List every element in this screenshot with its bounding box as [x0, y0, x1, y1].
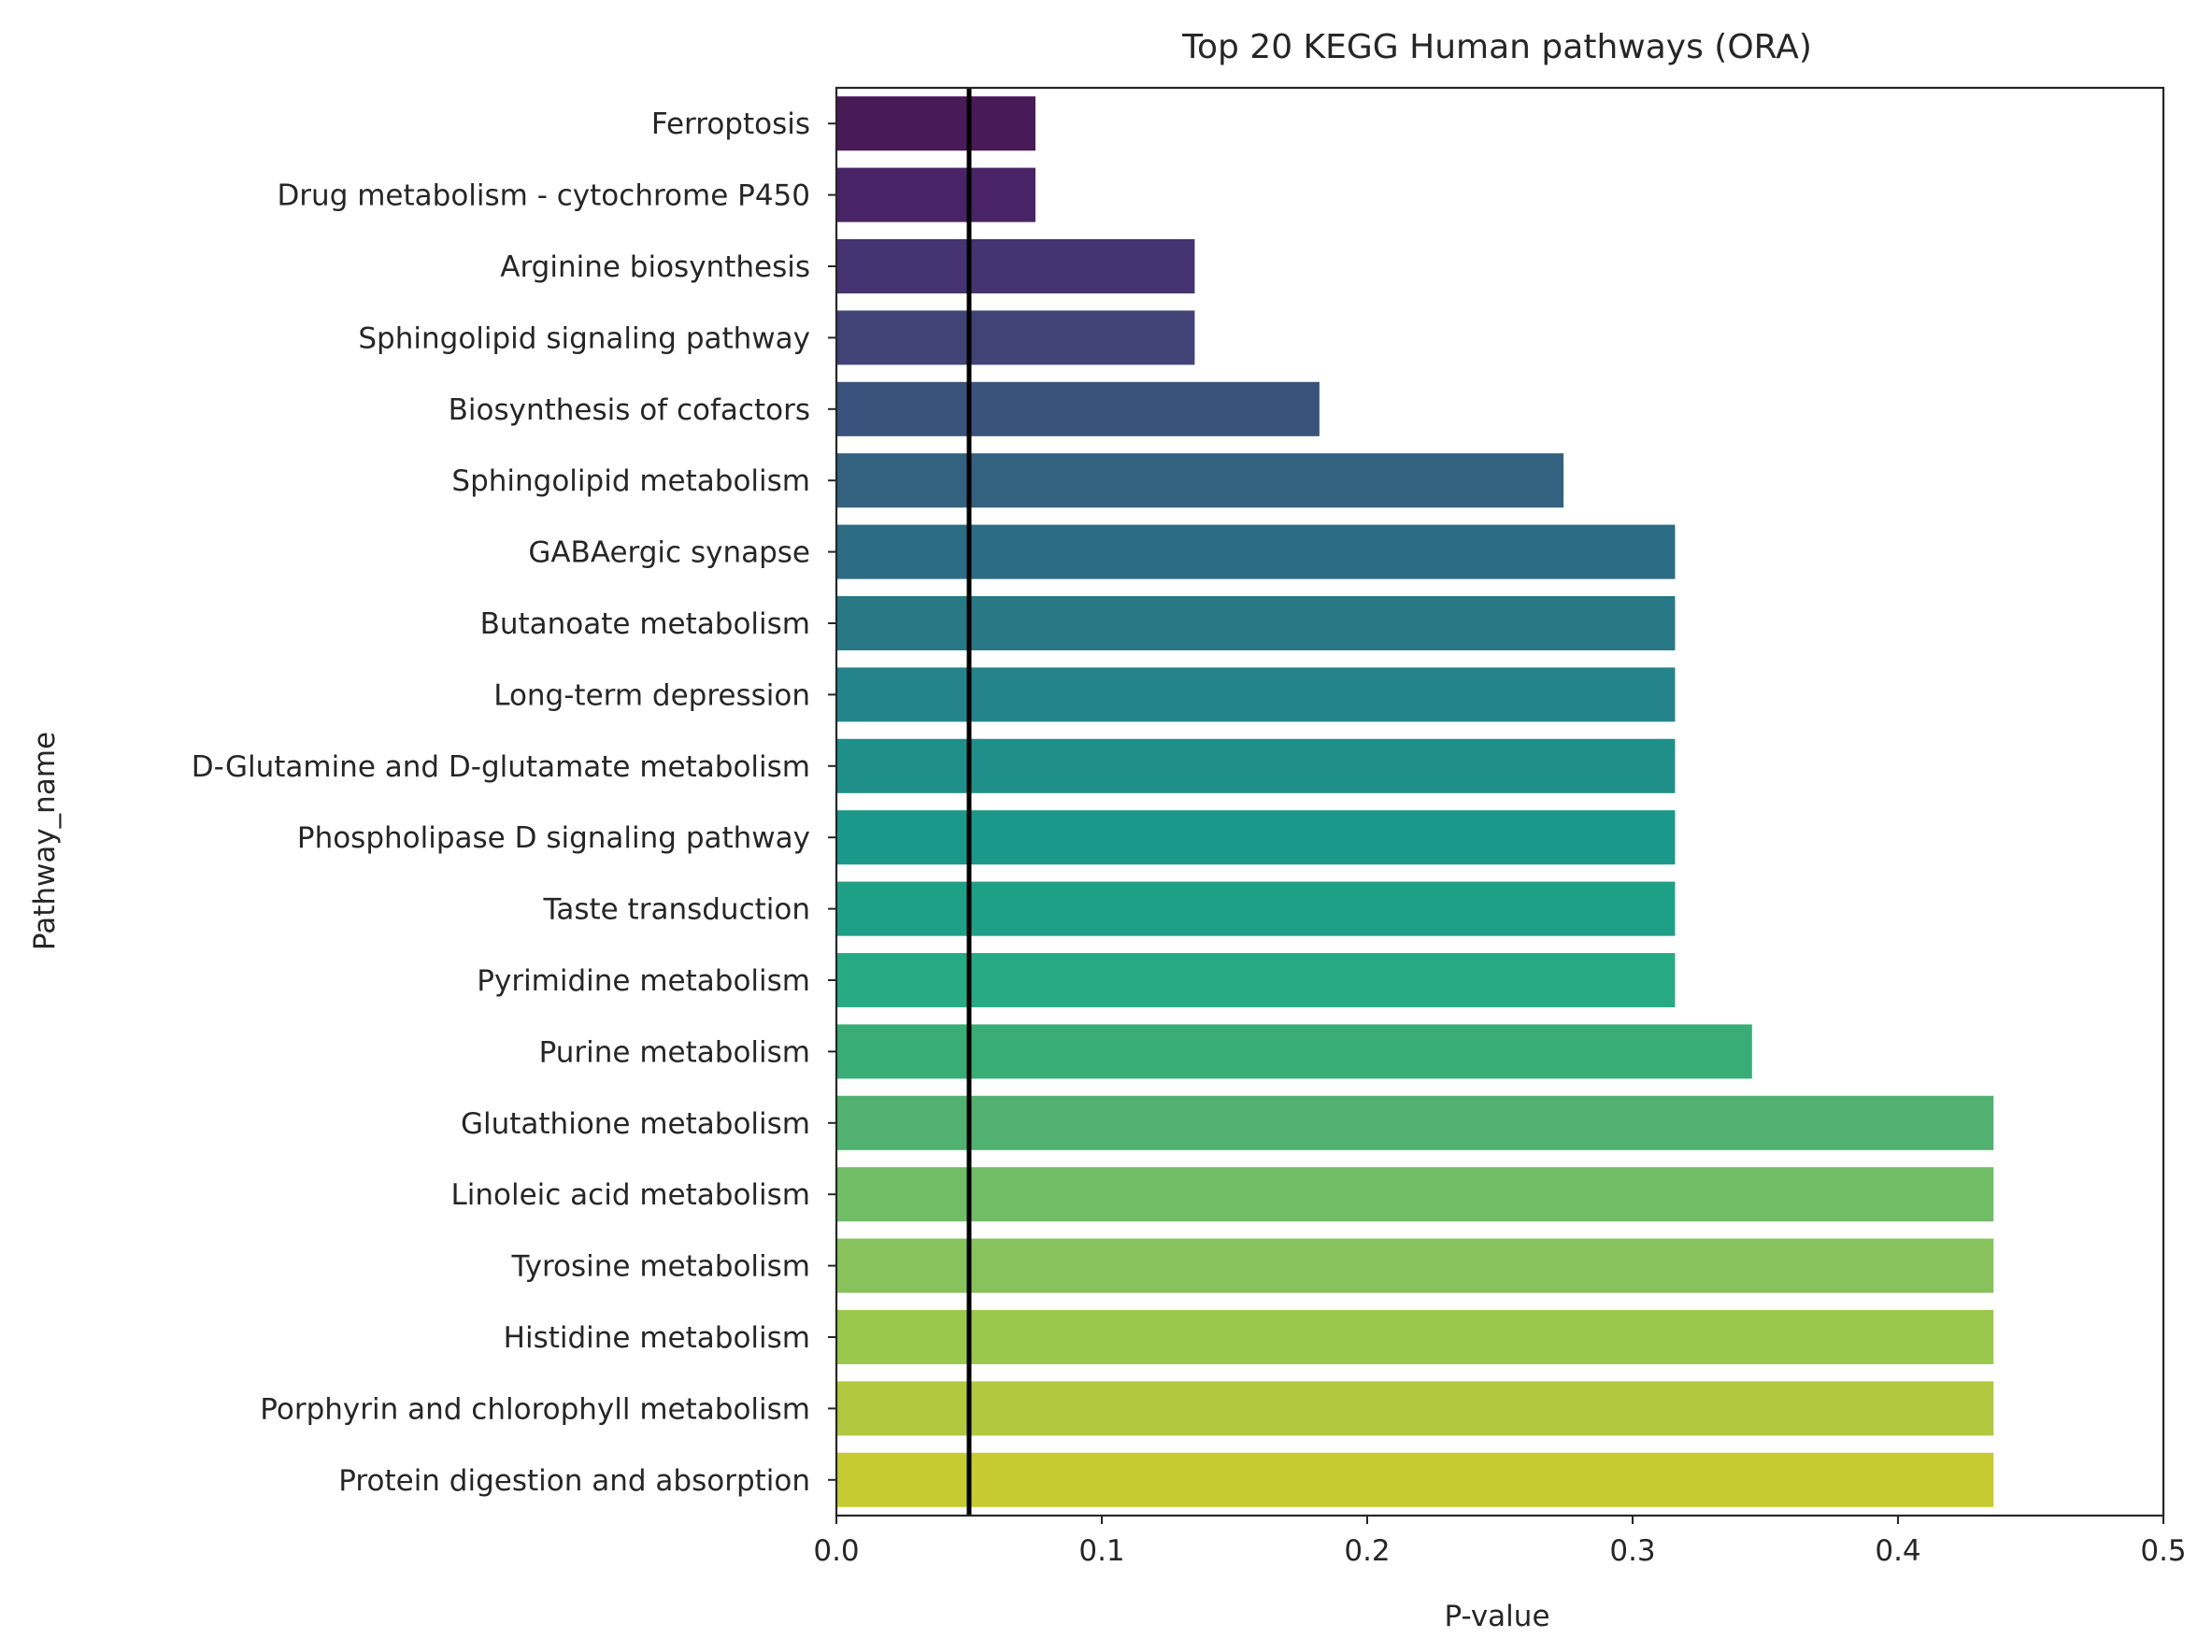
- y-tick-label: Purine metabolism: [539, 1035, 810, 1069]
- x-tick-label: 0.5: [2140, 1534, 2186, 1568]
- bar: [836, 1238, 1994, 1293]
- bar: [836, 453, 1564, 508]
- bar: [836, 1452, 1994, 1507]
- y-tick-label: Butanoate metabolism: [480, 607, 810, 641]
- bar: [836, 595, 1676, 651]
- plot-frame: [835, 86, 2165, 1517]
- y-tick-label: Phospholipase D signaling pathway: [297, 821, 810, 855]
- bar: [836, 1381, 1994, 1436]
- bars-group: [836, 96, 1994, 1507]
- x-tick-label: 0.2: [1344, 1534, 1390, 1568]
- y-tick-label: Biosynthesis of cofactors: [449, 393, 810, 427]
- bar: [836, 952, 1676, 1008]
- y-tick-label: Histidine metabolism: [504, 1321, 810, 1355]
- y-tick-label: D-Glutamine and D-glutamate metabolism: [192, 750, 810, 784]
- y-tick-label: Arginine biosynthesis: [500, 250, 810, 284]
- y-tick-label: Glutathione metabolism: [461, 1107, 810, 1141]
- bar: [836, 167, 1035, 222]
- bar: [836, 881, 1676, 936]
- bar: [836, 381, 1320, 436]
- y-tick-label: Tyrosine metabolism: [511, 1250, 810, 1284]
- bar: [836, 1167, 1994, 1222]
- x-tick-label: 0.4: [1875, 1534, 1920, 1568]
- bar: [836, 810, 1676, 865]
- bar: [836, 96, 1035, 151]
- y-axis-label: Pathway_name: [28, 732, 62, 950]
- y-tick-label: Drug metabolism - cytochrome P450: [277, 179, 810, 213]
- bar: [836, 1024, 1752, 1079]
- y-tick-label: Long-term depression: [493, 678, 810, 712]
- bar: [836, 524, 1676, 579]
- chart-title: Top 20 KEGG Human pathways (ORA): [1181, 28, 1812, 66]
- x-axis-label: P-value: [1444, 1600, 1549, 1633]
- bar: [836, 310, 1195, 365]
- bar: [836, 738, 1676, 793]
- y-tick-label: Porphyrin and chlorophyll metabolism: [260, 1392, 810, 1426]
- y-tick-label: GABAergic synapse: [528, 536, 810, 570]
- x-tick-label: 0.3: [1609, 1534, 1655, 1568]
- bar: [836, 238, 1195, 294]
- y-tick-label: Protein digestion and absorption: [338, 1464, 810, 1498]
- x-tick-label: 0.0: [813, 1534, 859, 1568]
- y-tick-label: Taste transduction: [543, 893, 810, 927]
- bar: [836, 1309, 1994, 1365]
- category-labels-group: Ferroptosis Drug metabolism - cytochrome …: [192, 107, 836, 1498]
- x-ticks-group: 0.0 0.1 0.2 0.3 0.4 0.5: [813, 1516, 2187, 1568]
- x-tick-label: 0.1: [1078, 1534, 1124, 1568]
- y-tick-label: Sphingolipid signaling pathway: [358, 321, 810, 355]
- y-tick-label: Sphingolipid metabolism: [451, 464, 810, 498]
- bar: [836, 1095, 1994, 1150]
- bar: [836, 667, 1676, 722]
- y-tick-label: Linoleic acid metabolism: [450, 1178, 810, 1212]
- y-tick-label: Pyrimidine metabolism: [477, 964, 810, 998]
- y-tick-label: Ferroptosis: [651, 107, 810, 141]
